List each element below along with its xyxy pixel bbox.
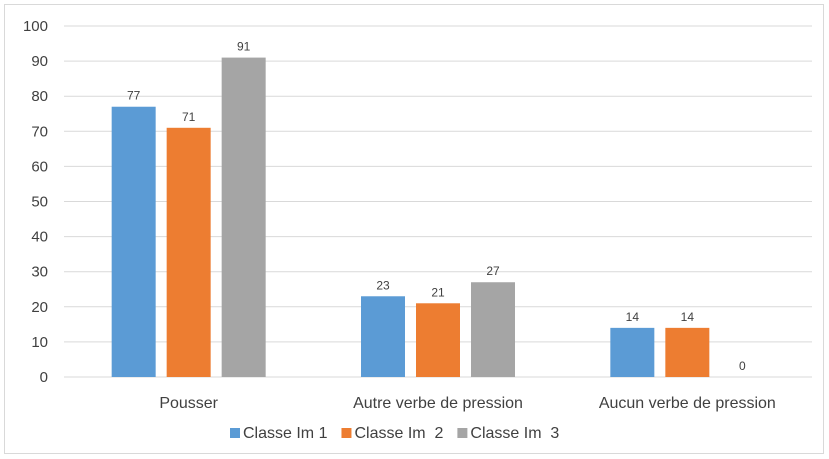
- data-label: 27: [486, 264, 500, 278]
- bar: [221, 57, 266, 378]
- legend-label: Classe Im 1: [243, 425, 328, 442]
- x-category-label: Autre verbe de pression: [353, 395, 523, 412]
- bar: [665, 327, 710, 377]
- data-label: 14: [681, 310, 695, 324]
- y-tick-label: 80: [31, 88, 48, 105]
- y-tick-label: 30: [31, 264, 48, 281]
- legend-swatch: [230, 428, 240, 438]
- data-label: 0: [739, 359, 746, 373]
- y-tick-label: 90: [31, 53, 48, 70]
- data-label: 14: [626, 310, 640, 324]
- y-tick-label: 100: [23, 18, 48, 35]
- y-tick-label: 20: [31, 299, 48, 316]
- bar: [610, 327, 655, 377]
- y-tick-label: 60: [31, 158, 48, 175]
- y-tick-label: 10: [31, 334, 48, 351]
- data-label: 23: [376, 278, 390, 292]
- legend-swatch: [341, 428, 352, 438]
- legend-label: Classe Im 3: [470, 425, 559, 442]
- bar: [416, 303, 460, 377]
- y-tick-label: 70: [31, 123, 48, 140]
- data-label: 91: [237, 40, 251, 54]
- y-tick-label: 0: [40, 369, 48, 386]
- bar: [361, 296, 405, 377]
- data-label: 21: [431, 285, 445, 299]
- data-label: 77: [127, 89, 141, 103]
- y-tick-label: 40: [31, 229, 48, 246]
- x-category-label: Aucun verbe de pression: [599, 395, 776, 412]
- bar: [111, 106, 156, 377]
- data-label: 71: [182, 110, 196, 124]
- bar: [166, 127, 211, 377]
- x-category-label: Pousser: [159, 395, 218, 412]
- bar: [471, 282, 515, 377]
- legend-label: Classe Im 2: [354, 425, 443, 442]
- y-tick-label: 50: [31, 194, 48, 211]
- legend-swatch: [457, 428, 468, 438]
